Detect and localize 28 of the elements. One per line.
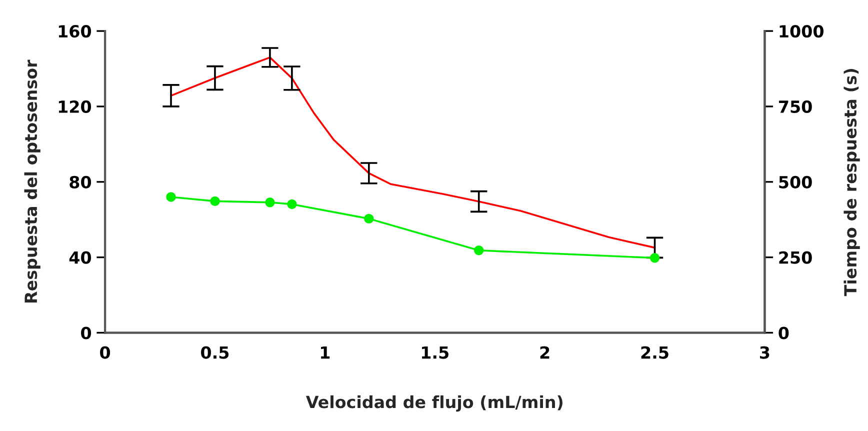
y2-tick-label: 750: [779, 100, 812, 114]
point: [364, 214, 374, 224]
y2-tick-label: 0: [778, 326, 789, 340]
y-tick-label: 120: [58, 100, 92, 114]
point: [265, 198, 275, 208]
y2-tick-label: 1000: [780, 24, 824, 38]
x-tick-label: 2: [540, 346, 550, 359]
point: [166, 192, 176, 202]
y-axis-title: Respuesta del optosensor: [24, 60, 40, 303]
x-tick-label: 1.5: [422, 346, 448, 359]
x-tick-label: 0: [100, 346, 110, 359]
x-tick-label: 1: [321, 346, 330, 359]
y2-tick-label: 250: [779, 251, 812, 264]
point: [287, 199, 297, 210]
point: [474, 246, 484, 256]
line-series: [170, 56, 656, 249]
y-tick-label: 80: [70, 176, 92, 188]
y-tick-label: 40: [69, 251, 92, 264]
x-axis-title: Velocidad de flujo (mL/min): [306, 395, 562, 412]
y-tick-label: 0: [81, 326, 92, 340]
y2-tick-label: 500: [779, 176, 812, 188]
x-tick-label: 2.5: [641, 346, 668, 359]
point: [210, 196, 220, 206]
x-tick-label: 3: [760, 346, 770, 359]
y2-axis-title: Tiempo de respuesta (s): [844, 69, 860, 296]
point: [650, 253, 660, 263]
x-tick-label: 0.5: [201, 346, 229, 359]
y-tick-label: 160: [58, 24, 92, 38]
